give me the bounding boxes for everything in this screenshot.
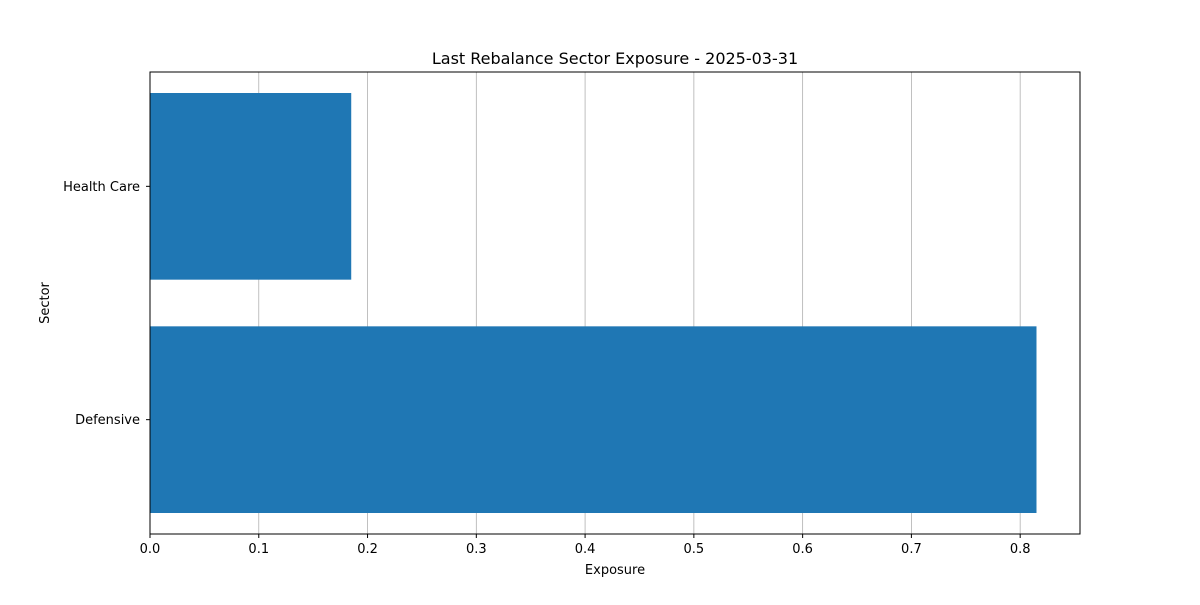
y-tick-label: Defensive: [75, 413, 140, 428]
x-tick-label: 0.6: [792, 542, 813, 557]
plot-frame: [149, 71, 1081, 535]
bars: [150, 93, 1037, 513]
chart-title: Last Rebalance Sector Exposure - 2025-03…: [432, 49, 798, 68]
x-tick-label: 0.7: [901, 542, 922, 557]
x-axis-label: Exposure: [585, 563, 645, 578]
x-tick-label: 0.2: [357, 542, 378, 557]
x-tick-label: 0.3: [466, 542, 487, 557]
bar-defensive: [150, 326, 1037, 513]
x-axis-ticks: 0.0 0.1 0.2 0.3 0.4 0.5 0.6 0.7 0.8: [140, 534, 1031, 557]
x-tick-label: 0.4: [575, 542, 596, 557]
x-tick-label: 0.8: [1010, 542, 1031, 557]
bar-health-care: [150, 93, 352, 280]
y-axis-label: Sector: [38, 281, 53, 323]
y-tick-label: Health Care: [63, 180, 140, 195]
y-axis-ticks: Defensive Health Care: [63, 180, 150, 428]
x-tick-label: 0.1: [248, 542, 269, 557]
x-tick-label: 0.0: [140, 542, 161, 557]
x-tick-label: 0.5: [684, 542, 705, 557]
